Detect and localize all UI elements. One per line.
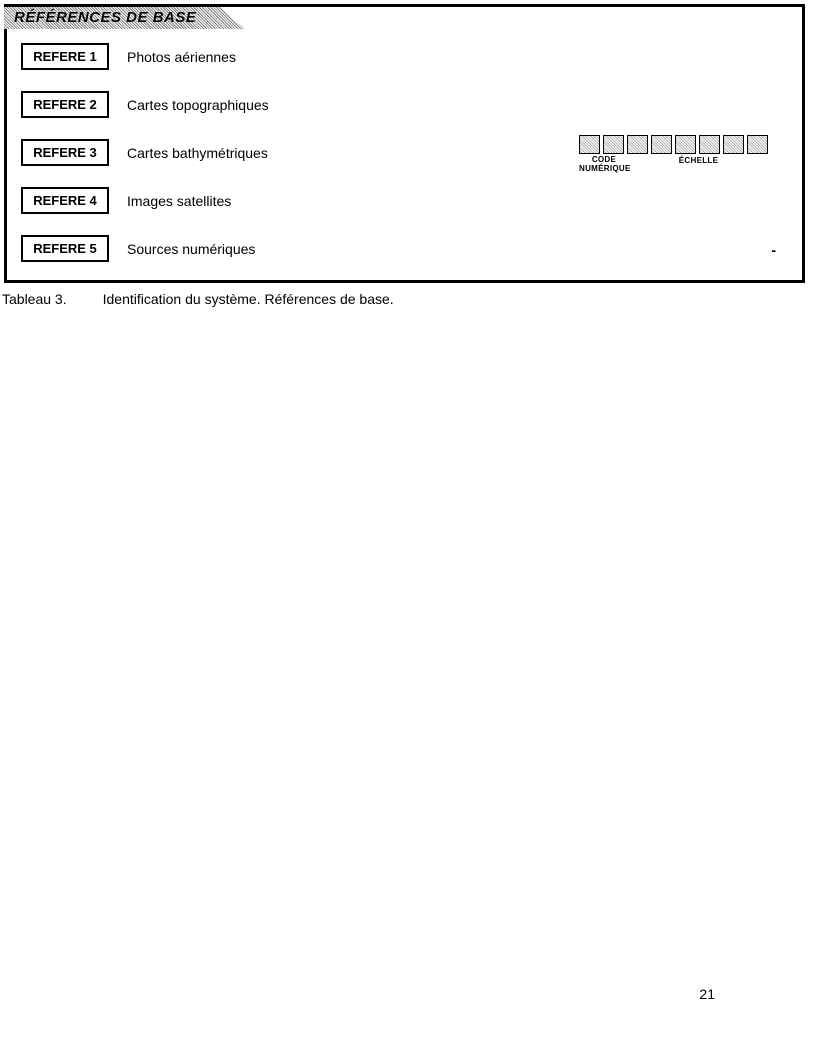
grid-cell xyxy=(627,135,648,154)
reference-code: REFERE 5 xyxy=(21,235,109,262)
grid-cell xyxy=(603,135,624,154)
field-grid-block: CODE NUMÉRIQUE ÉCHELLE xyxy=(579,135,768,174)
grid-cell xyxy=(675,135,696,154)
grid-cell xyxy=(651,135,672,154)
reference-code: REFERE 2 xyxy=(21,91,109,118)
field-grid-cells xyxy=(579,135,768,154)
reference-row: REFERE 4 Images satellites xyxy=(21,187,788,214)
grid-cell xyxy=(699,135,720,154)
field-label-echelle: ÉCHELLE xyxy=(629,156,768,174)
reference-label: Photos aériennes xyxy=(127,49,236,65)
grid-cell xyxy=(723,135,744,154)
reference-row: REFERE 5 Sources numériques xyxy=(21,235,788,262)
reference-label: Cartes bathymétriques xyxy=(127,145,268,161)
reference-label: Sources numériques xyxy=(127,241,255,257)
field-label-code: CODE NUMÉRIQUE xyxy=(579,156,629,174)
page-number: 21 xyxy=(699,986,715,1002)
reference-code: REFERE 4 xyxy=(21,187,109,214)
references-panel: RÉFÉRENCES DE BASE REFERE 1 Photos aérie… xyxy=(4,4,805,283)
caption-number: Tableau 3. xyxy=(2,291,67,307)
field-label-code-line1: CODE xyxy=(592,155,616,164)
caption-text: Identification du système. Références de… xyxy=(103,291,394,307)
grid-cell xyxy=(579,135,600,154)
field-grid-labels: CODE NUMÉRIQUE ÉCHELLE xyxy=(579,156,768,174)
field-label-code-line2: NUMÉRIQUE xyxy=(579,164,631,173)
panel-header-title: RÉFÉRENCES DE BASE xyxy=(14,9,196,26)
panel-header: RÉFÉRENCES DE BASE xyxy=(4,4,244,29)
reference-row: REFERE 1 Photos aériennes xyxy=(21,43,788,70)
reference-label: Cartes topographiques xyxy=(127,97,269,113)
reference-code: REFERE 1 xyxy=(21,43,109,70)
grid-cell xyxy=(747,135,768,154)
trailing-dash: - xyxy=(771,242,776,258)
reference-row: REFERE 2 Cartes topographiques xyxy=(21,91,788,118)
table-caption: Tableau 3. Identification du système. Ré… xyxy=(2,291,813,307)
reference-label: Images satellites xyxy=(127,193,231,209)
reference-code: REFERE 3 xyxy=(21,139,109,166)
